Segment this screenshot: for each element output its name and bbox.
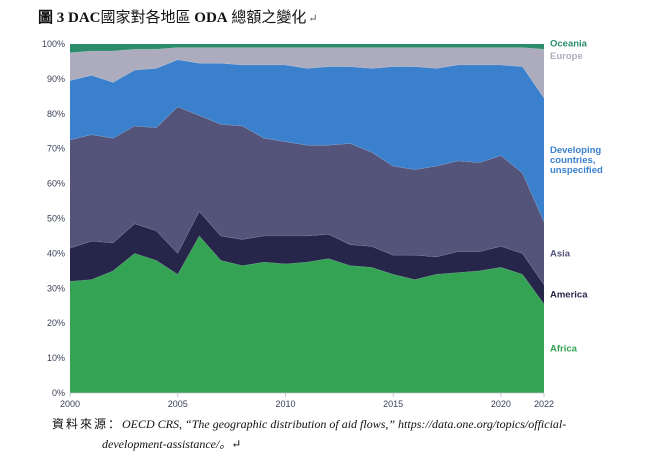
- source-note: 資料來源：OECD CRS, “The geographic distribut…: [52, 414, 632, 454]
- series-label-africa: Africa: [550, 344, 578, 355]
- title-cjk-1: 國家對各地區: [100, 10, 191, 26]
- area-europe: [70, 47, 544, 99]
- source-line-2: development-assistance/。↵: [102, 437, 242, 451]
- x-tick-label: 2020: [491, 399, 511, 409]
- series-label-europe: Europe: [550, 51, 583, 62]
- area-layers: [69, 44, 545, 393]
- y-tick-label: 70%: [47, 144, 65, 154]
- source-lead: 資料來源：: [52, 417, 123, 431]
- boundary-africa: [69, 235, 545, 305]
- x-tick-label: 2000: [60, 399, 80, 409]
- x-tick-label: 2015: [383, 399, 403, 409]
- y-tick-label: 60%: [47, 179, 65, 189]
- y-tick-label: 30%: [47, 283, 65, 293]
- series-label-oceania: Oceania: [550, 38, 588, 49]
- y-tick-label: 80%: [47, 109, 65, 119]
- y-tick-label: 50%: [47, 214, 65, 224]
- chart-title: 圖 3 DAC國家對各地區 ODA 總額之變化 ↵: [38, 6, 318, 27]
- y-tick-label: 0%: [52, 388, 65, 398]
- title-oda: ODA: [194, 10, 228, 26]
- boundary-developing-countries-unspecified: [69, 59, 545, 99]
- series-label-america: America: [550, 289, 588, 300]
- boundary-america: [69, 210, 545, 285]
- title-cjk-2: 總額之變化: [231, 10, 307, 26]
- x-tick-label: 2022: [534, 399, 554, 409]
- area-america: [70, 211, 544, 305]
- y-tick-label: 20%: [47, 318, 65, 328]
- x-axis: 2000 2005 2010 2015 2020 2022: [60, 392, 554, 409]
- series-labels: Africa America Asia Developing countries, uns…: [550, 38, 603, 354]
- y-tick-label: 40%: [47, 248, 65, 258]
- x-tick-label: 2005: [168, 399, 188, 409]
- series-label-developing-countries-unspecified: Developing countries, unspecified: [550, 145, 603, 176]
- area-developing-countries-unspecified: [70, 59, 544, 222]
- y-axis: 0% 10% 20% 30% 40% 50% 60% 70% 80% 90% 100%: [42, 39, 65, 398]
- series-label-asia: Asia: [550, 248, 571, 259]
- x-tick-label: 2010: [275, 399, 295, 409]
- area-oceania: [70, 44, 544, 53]
- y-tick-label: 10%: [47, 353, 65, 363]
- boundary-europe: [69, 47, 545, 54]
- y-tick-label: 90%: [47, 74, 65, 84]
- title-dac: DAC: [68, 10, 101, 26]
- source-line-1: OECD CRS, “The geographic distribution o…: [122, 417, 567, 431]
- area-africa: [70, 235, 544, 393]
- area-asia: [70, 106, 544, 285]
- stacked-area-chart: 0%10%20%30%40%50%60%70%80%90%100% 2000 20…: [42, 38, 603, 409]
- figure-number: 圖 3: [38, 10, 65, 26]
- boundary-asia: [69, 106, 545, 223]
- paragraph-mark: ↵: [308, 13, 318, 25]
- y-tick-label: 100%: [42, 39, 65, 49]
